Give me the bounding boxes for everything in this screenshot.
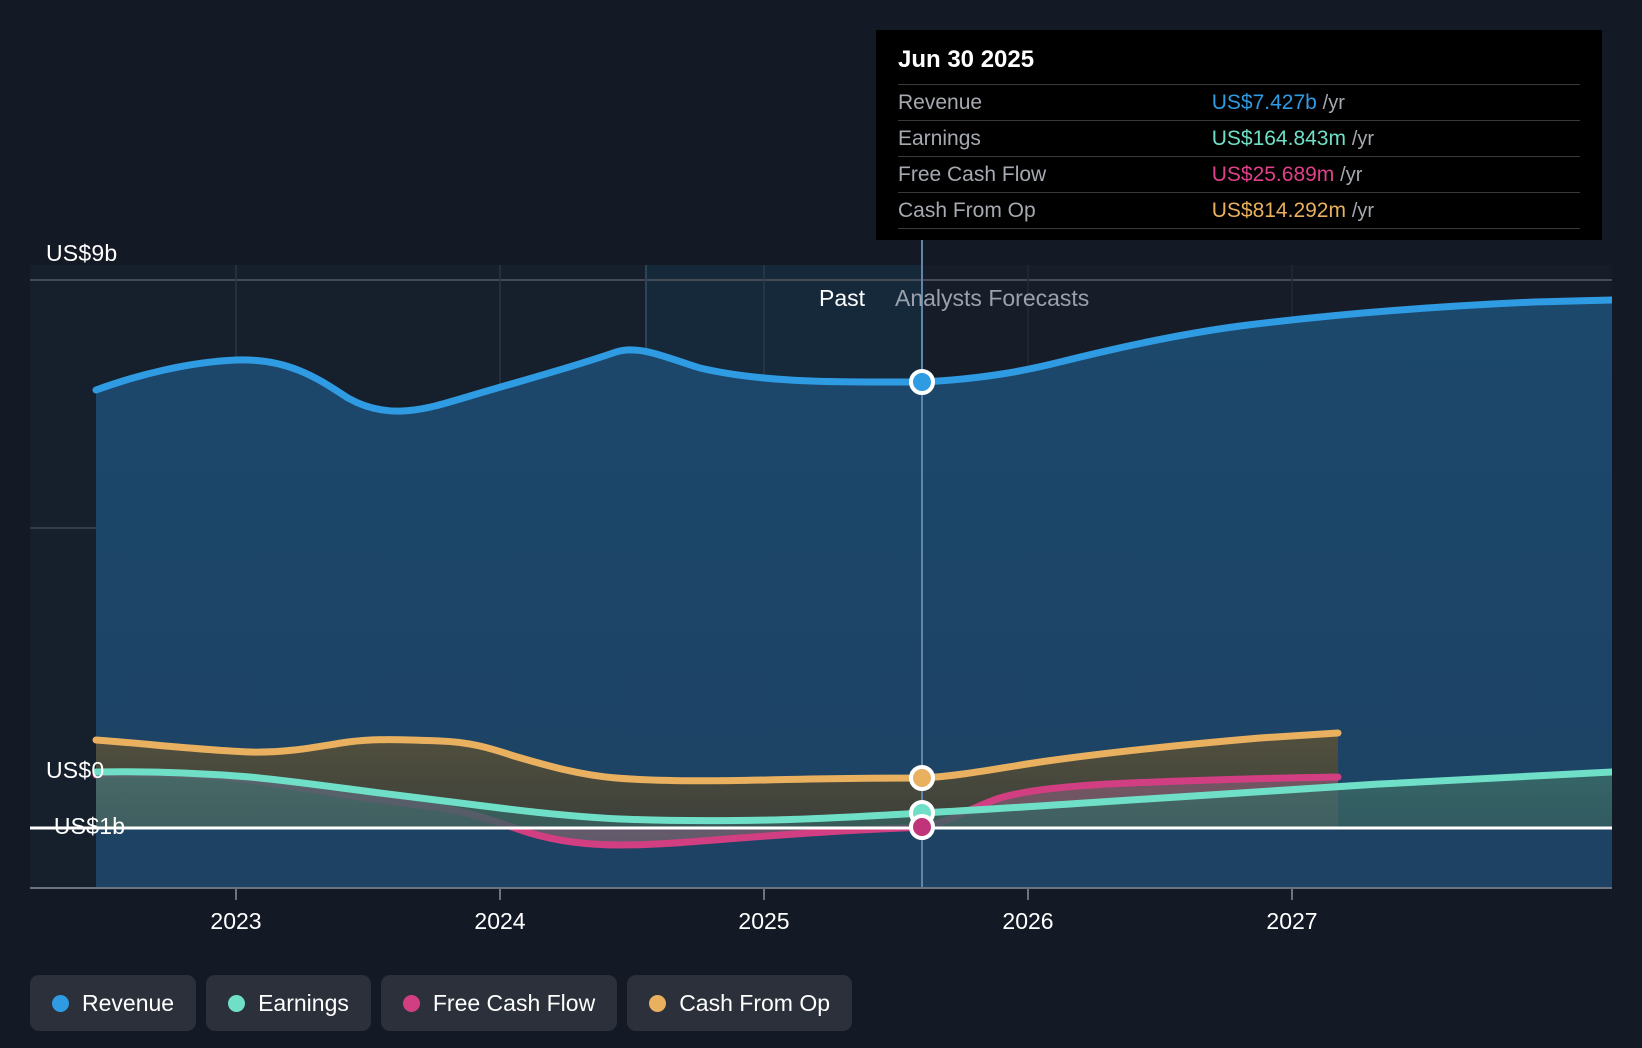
tooltip-amount-cash-from-op: US$814.292m <box>1211 199 1346 222</box>
tooltip-table: Revenue US$7.427b /yr Earnings US$164.84… <box>898 84 1580 229</box>
tooltip-value-free-cash-flow: US$25.689m /yr <box>1211 156 1580 193</box>
y-axis-label-top: US$9b <box>46 240 118 266</box>
tooltip-amount-free-cash-flow: US$25.689m <box>1211 163 1335 186</box>
tooltip-date: Jun 30 2025 <box>898 46 1035 73</box>
tooltip-label-earnings: Earnings <box>898 120 1212 157</box>
past-region-label: Past <box>819 285 866 311</box>
tooltip-label-revenue: Revenue <box>898 84 1212 121</box>
tooltip-label-cash-from-op: Cash From Op <box>898 192 1212 229</box>
legend-dot-earnings-icon <box>228 994 246 1012</box>
revenue-line <box>92 296 1612 415</box>
cash-from-op-line <box>92 729 1342 785</box>
x-axis-label-2025: 2025 <box>738 908 790 934</box>
tooltip-unit-free-cash-flow: /yr <box>1340 164 1363 186</box>
x-axis-label-2023: 2023 <box>210 908 262 934</box>
legend-item-free-cash-flow[interactable]: Free Cash Flow <box>380 975 618 1031</box>
tooltip-amount-earnings: US$164.843m <box>1211 127 1346 150</box>
x-axis-label-2026: 2026 <box>1002 908 1054 934</box>
tooltip-row: Revenue US$7.427b /yr <box>898 84 1580 121</box>
legend-item-earnings[interactable]: Earnings <box>206 975 371 1031</box>
tooltip-unit-revenue: /yr <box>1322 92 1345 114</box>
tooltip-label-free-cash-flow: Free Cash Flow <box>898 156 1212 193</box>
y-axis-label-bottom: -US$1b <box>46 813 126 839</box>
legend-item-cash-from-op[interactable]: Cash From Op <box>627 975 853 1031</box>
legend-dot-revenue-icon <box>52 994 69 1012</box>
tooltip-unit-earnings: /yr <box>1351 128 1375 150</box>
tooltip-row: Cash From Op US$814.292m /yr <box>898 192 1580 229</box>
forecast-region-label: Analysts Forecasts <box>895 285 1090 311</box>
tooltip-value-earnings: US$164.843m /yr <box>1211 120 1580 157</box>
legend-label-earnings: Earnings <box>258 989 349 1016</box>
legend-dot-cash-from-op-icon <box>649 994 667 1012</box>
marker-revenue[interactable] <box>909 369 935 395</box>
legend-label-revenue: Revenue <box>82 989 175 1016</box>
marker-cash-from-op[interactable] <box>909 765 935 791</box>
x-axis-label-2027: 2027 <box>1266 908 1318 934</box>
legend-item-revenue[interactable]: Revenue <box>30 975 197 1031</box>
legend-label-free-cash-flow: Free Cash Flow <box>432 989 596 1016</box>
earnings-area <box>96 771 1612 828</box>
tooltip-unit-cash-from-op: /yr <box>1351 200 1375 222</box>
legend-label-cash-from-op: Cash From Op <box>679 989 831 1016</box>
tooltip-amount-revenue: US$7.427b <box>1211 91 1317 114</box>
tooltip-value-revenue: US$7.427b /yr <box>1211 84 1580 121</box>
x-axis-label-2024: 2024 <box>474 908 526 934</box>
tooltip-row: Earnings US$164.843m /yr <box>898 120 1580 157</box>
y-axis-label-zero: US$0 <box>46 757 105 783</box>
marker-free-cash-flow[interactable] <box>909 814 935 840</box>
legend-dot-free-cash-flow-icon <box>402 994 420 1012</box>
chart-legend: Revenue Earnings Free Cash Flow Cash Fro… <box>30 975 853 1031</box>
tooltip-value-cash-from-op: US$814.292m /yr <box>1211 192 1580 229</box>
tooltip-row: Free Cash Flow US$25.689m /yr <box>898 156 1580 193</box>
earnings-line <box>92 768 1612 825</box>
chart-tooltip: Jun 30 2025 Revenue US$7.427b /yr Earnin… <box>876 30 1602 240</box>
